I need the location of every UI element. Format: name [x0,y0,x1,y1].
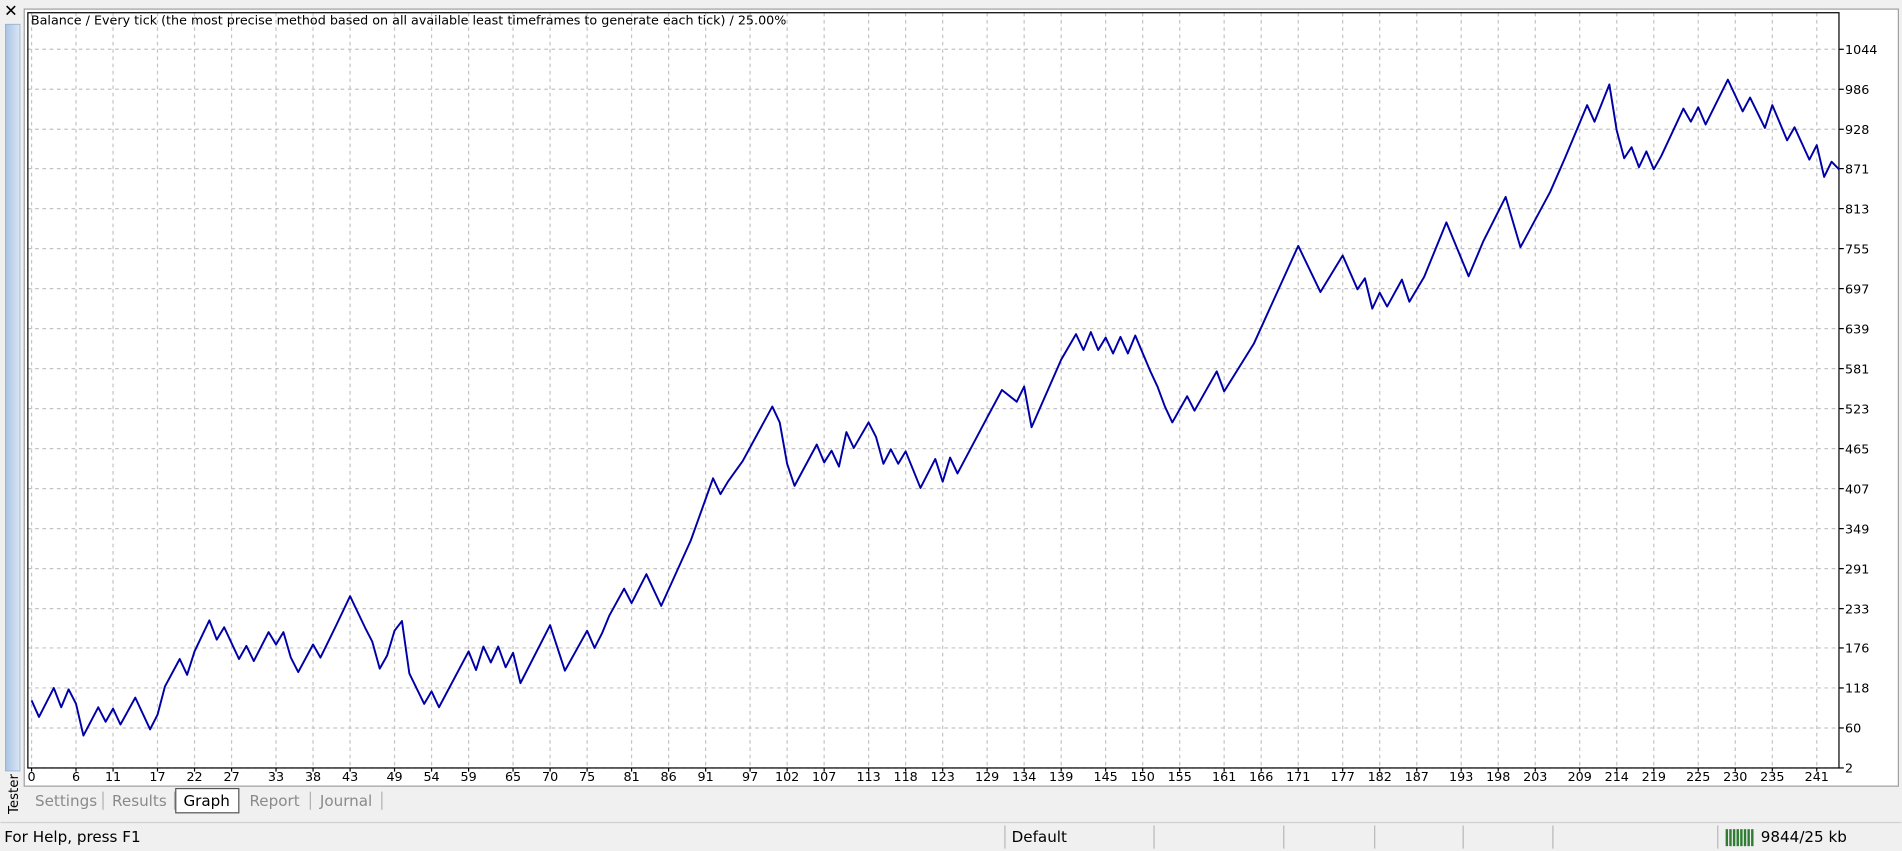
status-profile: Default [1012,828,1067,846]
y-tick-label: 118 [1845,681,1869,696]
x-tick-label: 118 [894,769,918,784]
x-tick-label: 38 [305,769,321,784]
x-tick-label: 97 [742,769,758,784]
x-tick-label: 193 [1449,769,1473,784]
y-tick-label: 465 [1845,441,1869,456]
y-tick-label: 176 [1845,641,1869,656]
y-tick-label: 813 [1845,201,1869,216]
y-tick-label: 581 [1845,361,1869,376]
y-tick-label: 986 [1845,82,1869,97]
tab[interactable]: Graph [183,792,229,810]
x-tick-label: 6 [72,769,80,784]
x-tick-label: 113 [856,769,880,784]
x-tick-label: 65 [505,769,521,784]
y-tick-label: 2 [1845,761,1853,776]
x-tick-label: 177 [1331,769,1355,784]
status-memory: 9844/25 kb [1761,828,1847,846]
y-tick-label: 407 [1845,481,1869,496]
tab[interactable]: Settings [35,792,97,810]
plot-frame [27,12,1840,769]
x-tick-label: 241 [1805,769,1829,784]
x-tick-label: 150 [1131,769,1155,784]
y-tick-label: 291 [1845,561,1869,576]
y-tick-label: 639 [1845,321,1869,336]
x-tick-label: 91 [698,769,714,784]
close-button[interactable] [6,5,16,16]
x-tick-label: 43 [342,769,358,784]
x-tick-label: 166 [1249,769,1273,784]
x-tick-label: 107 [812,769,836,784]
tab[interactable]: Results [112,792,167,810]
chart-panel [23,8,1899,787]
y-tick-label: 523 [1845,401,1869,416]
memory-icon [1725,829,1754,847]
x-tick-label: 129 [975,769,999,784]
chart-title: Balance / Every tick (the most precise m… [31,13,786,28]
tab-active-box [175,787,240,814]
x-tick-label: 86 [661,769,677,784]
y-tick-label: 755 [1845,241,1869,256]
x-tick-label: 27 [223,769,239,784]
x-tick-label: 134 [1012,769,1036,784]
x-tick-label: 171 [1286,769,1310,784]
x-tick-label: 139 [1049,769,1073,784]
axes: 2601181762332913494074655235816396977558… [28,42,1878,784]
tab[interactable]: Journal [319,792,372,810]
balance-line [30,78,1840,737]
x-tick-label: 0 [28,769,36,784]
plot [30,78,1840,737]
x-tick-label: 17 [149,769,165,784]
x-tick-label: 75 [579,769,595,784]
y-tick-label: 871 [1845,161,1869,176]
tab-bar: Settings Results Graph Report Journal [35,787,383,814]
x-tick-label: 49 [386,769,402,784]
x-tick-label: 161 [1212,769,1236,784]
y-tick-label: 697 [1845,281,1869,296]
x-tick-label: 102 [775,769,799,784]
x-tick-label: 230 [1723,769,1747,784]
y-tick-label: 349 [1845,521,1869,536]
status-help: For Help, press F1 [4,828,140,846]
side-label: Tester [7,774,22,815]
y-tick-label: 928 [1845,122,1869,137]
x-tick-label: 187 [1405,769,1429,784]
x-tick-label: 182 [1368,769,1392,784]
grid [27,12,1839,769]
x-tick-label: 219 [1642,769,1666,784]
status-separators [1004,825,1719,849]
x-tick-label: 203 [1523,769,1547,784]
y-tick-label: 233 [1845,601,1869,616]
x-tick-label: 54 [423,769,439,784]
x-tick-label: 59 [461,769,477,784]
x-tick-label: 11 [105,769,121,784]
x-tick-label: 70 [542,769,558,784]
status-bar [0,821,1902,851]
x-tick-label: 33 [268,769,284,784]
y-tick-label: 60 [1845,721,1861,736]
x-tick-label: 155 [1168,769,1192,784]
side-gripper [5,23,21,772]
x-tick-label: 145 [1094,769,1118,784]
x-tick-label: 214 [1605,769,1629,784]
x-tick-label: 225 [1686,769,1710,784]
x-tick-label: 235 [1760,769,1784,784]
x-tick-label: 81 [623,769,639,784]
x-tick-label: 209 [1568,769,1592,784]
x-tick-label: 22 [186,769,202,784]
x-tick-label: 123 [931,769,955,784]
tab[interactable]: Report [249,792,299,810]
y-tick-label: 1044 [1845,42,1877,57]
x-tick-label: 198 [1486,769,1510,784]
